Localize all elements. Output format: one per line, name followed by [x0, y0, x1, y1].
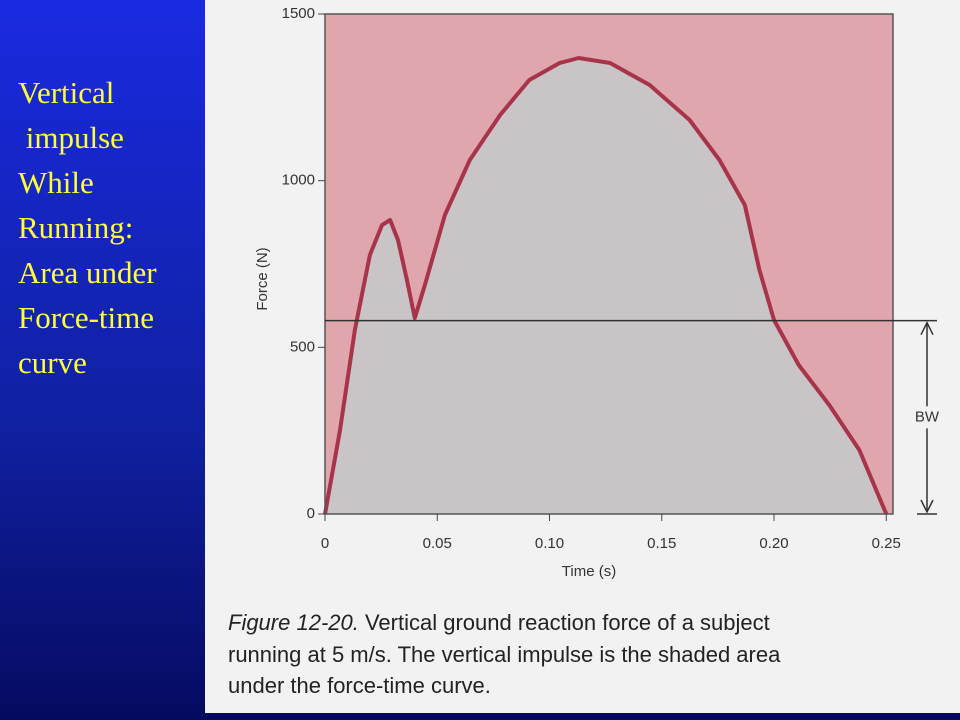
x-tick-label: 0.05: [423, 535, 452, 552]
slide-line: Running:: [18, 210, 134, 245]
slide-line: curve: [18, 345, 87, 380]
x-axis-label: Time (s): [562, 563, 616, 580]
caption-label: Figure 12-20.: [228, 610, 359, 635]
slide-line: While: [18, 165, 94, 200]
arrow-head: [920, 320, 934, 336]
slide-line: Area under: [18, 255, 157, 290]
x-tick-label: 0.15: [647, 535, 676, 552]
y-tick-label: 1500: [282, 5, 315, 22]
y-tick-label: 500: [290, 338, 315, 355]
slide-line: Vertical: [18, 75, 115, 110]
x-tick-label: 0: [321, 535, 329, 552]
caption-line: Figure 12-20. Vertical ground reaction f…: [228, 610, 770, 635]
figure: 0 500 1000 1500 0 0.05 0.10 0.15 0.20 0.25 Time (s…: [205, 0, 960, 713]
y-axis-label: Force (N): [254, 247, 271, 310]
slide-text: Vertical impulse While Running: Area under F…: [18, 70, 157, 385]
plot-frame: [324, 13, 894, 515]
force-curve: [323, 56, 889, 515]
slide-line: Force-time: [18, 300, 155, 335]
bw-label: BW: [915, 408, 940, 425]
arrow-head: [920, 499, 934, 514]
bw-label-box: [909, 406, 945, 429]
x-tick-label: 0.25: [872, 535, 901, 552]
caption-line: under the force-time curve.: [228, 673, 491, 698]
slide-line: impulse: [18, 120, 124, 155]
x-tick-label: 0.10: [535, 535, 564, 552]
y-tick-label: 1000: [282, 172, 315, 189]
x-tick-label: 0.20: [759, 535, 788, 552]
caption-line: running at 5 m/s. The vertical impulse i…: [228, 642, 781, 667]
y-tick-label: 0: [307, 505, 315, 522]
caption-text: Vertical ground reaction force of a subj…: [359, 610, 770, 635]
